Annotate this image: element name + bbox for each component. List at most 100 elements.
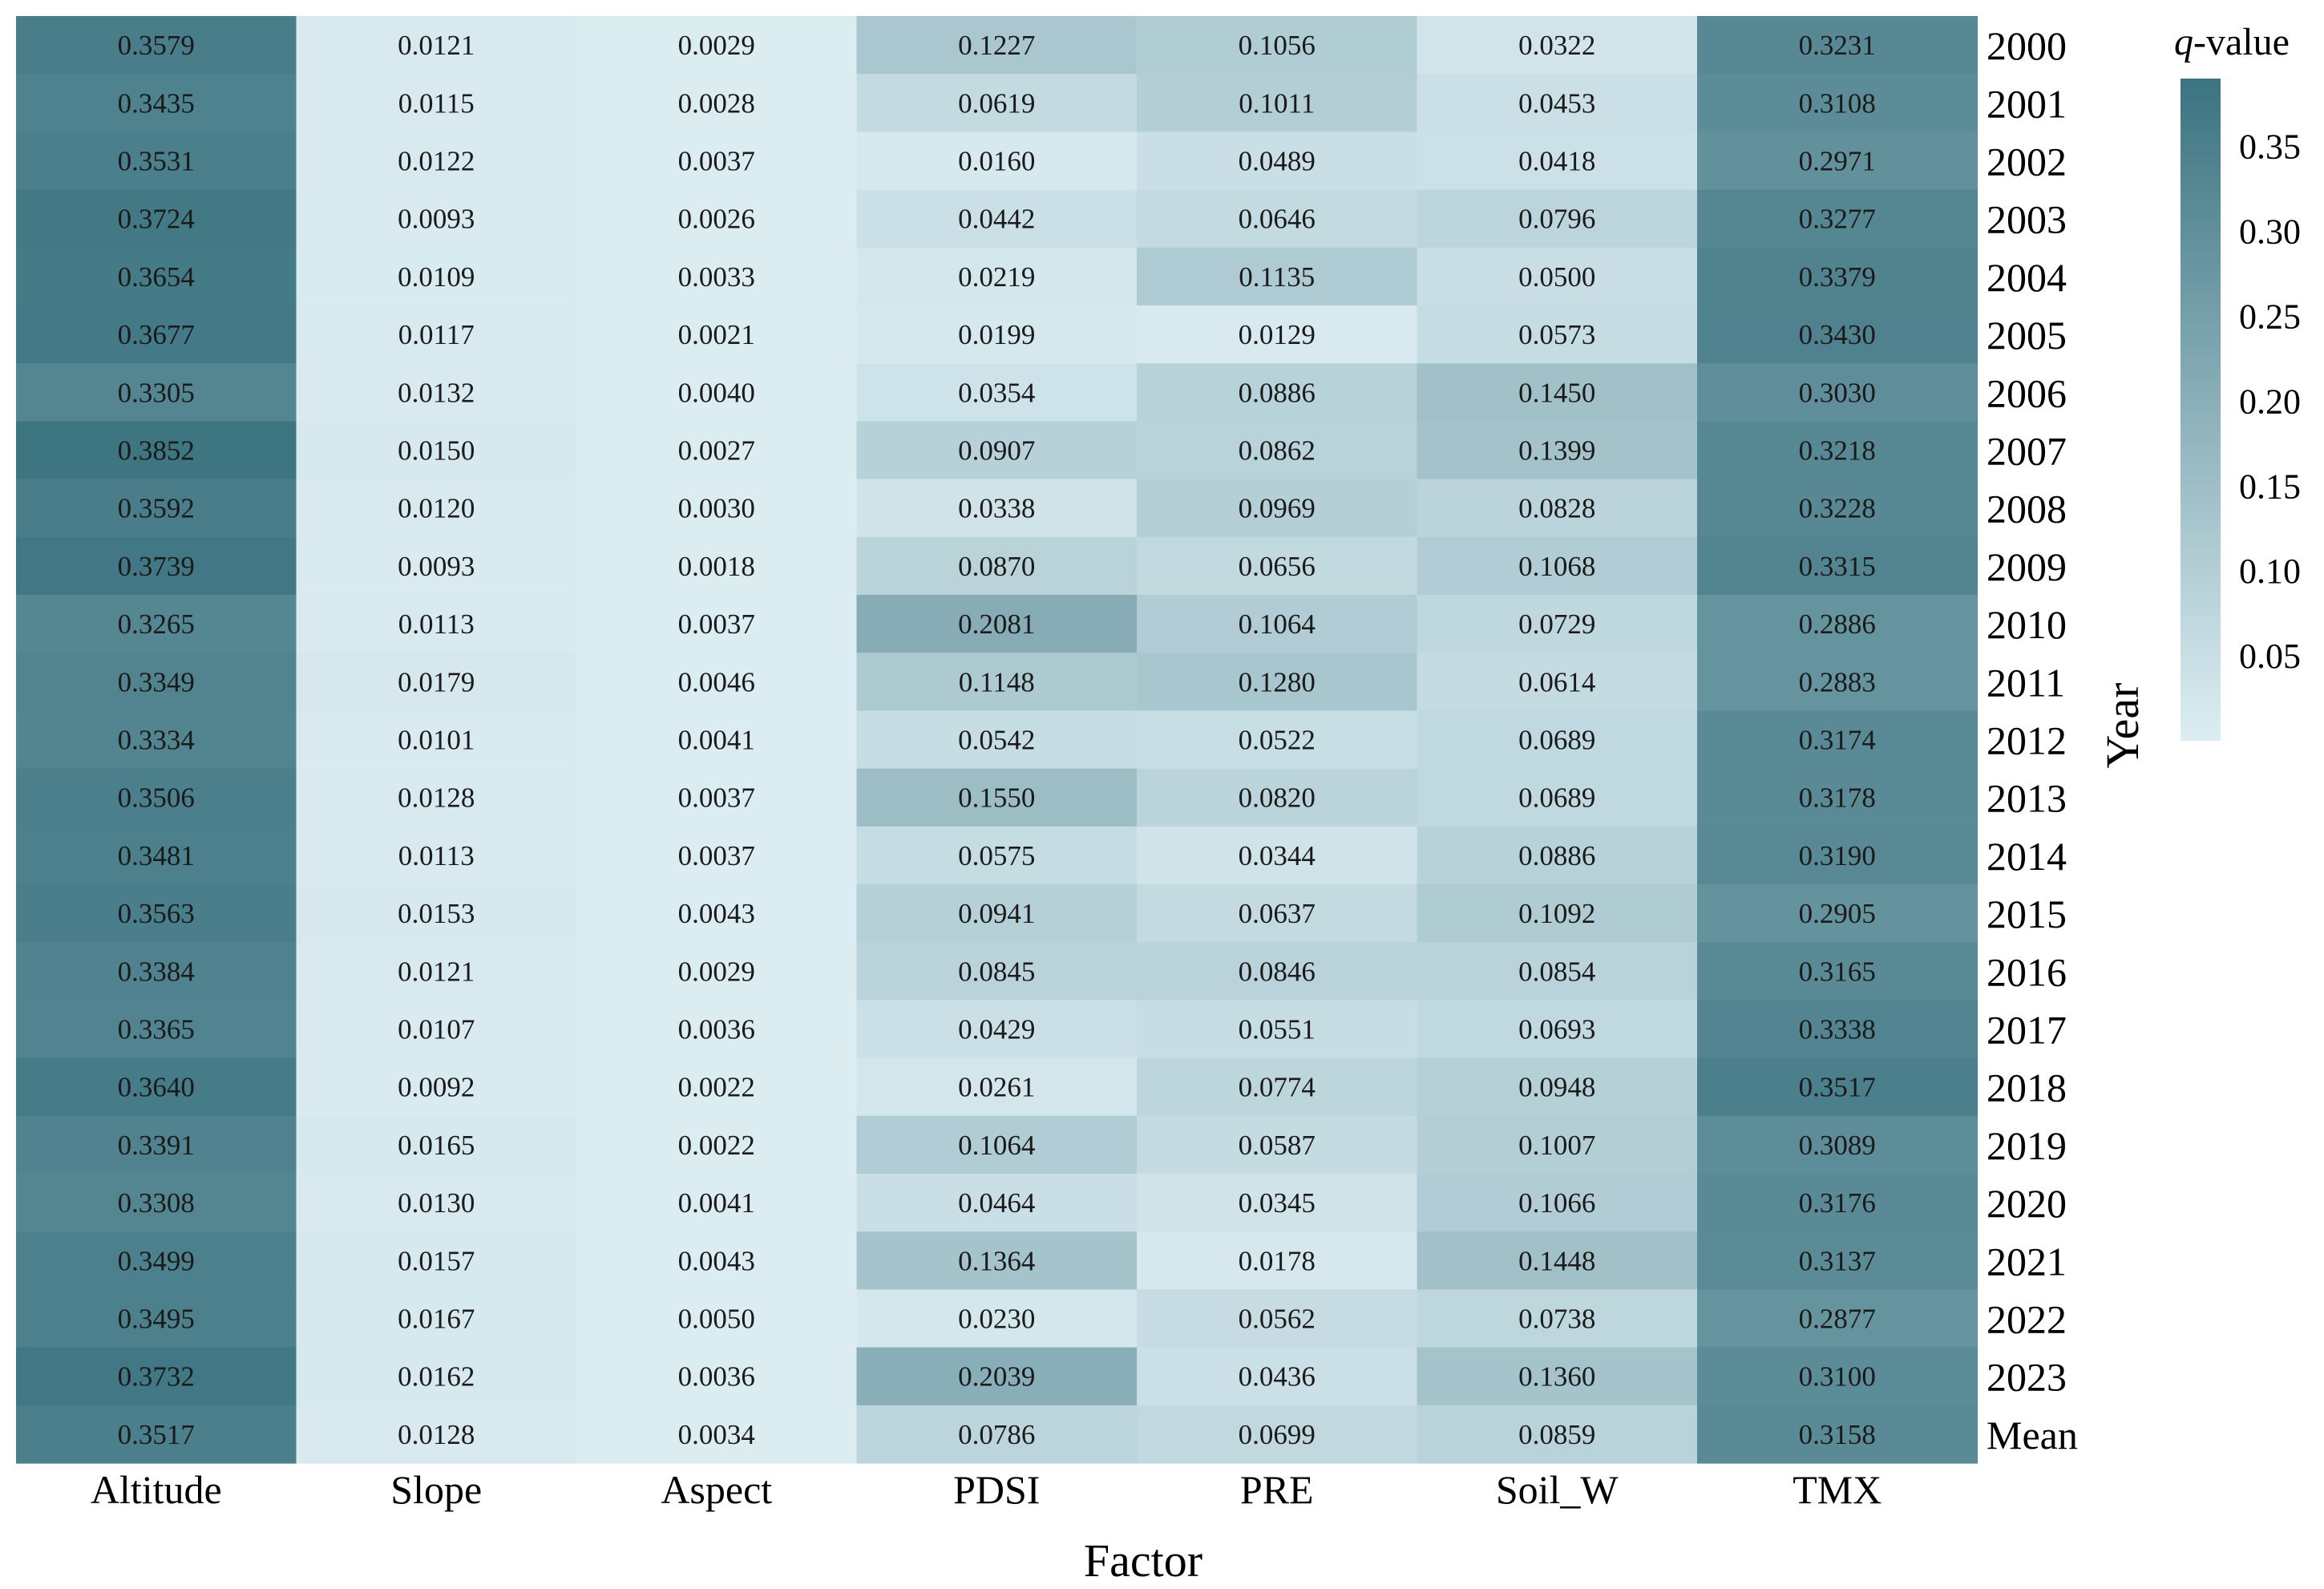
cell-value-label: 0.3100 [1799,1361,1876,1393]
cell-value-label: 0.0854 [1518,956,1595,987]
heatmap-cell [1417,1347,1698,1406]
heatmap-cell [576,653,858,711]
cell-value-label: 0.0230 [958,1304,1035,1335]
year-label: 2003 [1987,197,2067,242]
cell-value-label: 0.3265 [118,609,195,640]
cell-value-label: 0.3190 [1799,840,1876,871]
cell-value-label: 0.0656 [1239,551,1316,582]
cell-value-label: 0.3174 [1799,725,1876,756]
cell-value-label: 0.0738 [1518,1304,1595,1335]
heatmap-cell [296,189,577,249]
year-label: Mean [1987,1413,2078,1458]
heatmap-cell [1417,247,1698,306]
cell-value-label: 0.3305 [118,377,195,408]
heatmap-cell [1697,826,1978,885]
heatmap-cell [16,942,297,1001]
heatmap-cell [1417,1174,1698,1232]
cell-value-label: 0.0029 [678,30,755,61]
heatmap-cell [1697,74,1978,132]
year-label: 2016 [1987,949,2067,994]
heatmap-cell [1417,1115,1698,1175]
heatmap-cell [856,1174,1138,1232]
heatmap-cell [576,884,858,943]
heatmap-cell [856,305,1138,364]
factor-label: Slope [390,1467,482,1512]
heatmap-cell [576,131,858,191]
heatmap-cell [576,1000,858,1059]
heatmap-cell [296,421,577,480]
cell-value-label: 0.0637 [1239,898,1316,929]
heatmap-cell [1697,1231,1978,1290]
colorbar-tick-label: 0.20 [2239,382,2301,421]
heatmap-cell [16,1347,297,1406]
cell-value-label: 0.1227 [958,30,1035,61]
heatmap-cell [16,768,297,827]
heatmap-cell [1137,942,1418,1001]
cell-value-label: 0.2971 [1799,146,1876,177]
heatmap-cell [856,363,1138,422]
heatmap-cell [1417,536,1698,596]
heatmap-cell [856,826,1138,885]
cell-value-label: 0.2877 [1799,1304,1876,1335]
cell-value-label: 0.0689 [1518,782,1595,814]
heatmap-cell [576,595,858,653]
cell-value-label: 0.0117 [398,319,475,350]
heatmap-cell [296,884,577,943]
heatmap-cell [1137,1231,1418,1290]
year-labels: 2000 2001 2002 2003 2004 2005 2006 2007 2008 2009… [1987,23,2078,1458]
heatmap-cell [576,247,858,306]
heatmap-cell [1417,595,1698,653]
heatmap-cell [856,942,1138,1001]
cell-value-label: 0.2883 [1799,666,1876,697]
cell-value-label: 0.0453 [1518,87,1595,119]
heatmap-cell [296,768,577,827]
colorbar-title-q: q [2174,21,2193,63]
cell-value-label: 0.0786 [958,1419,1035,1450]
cell-value-label: 0.2081 [958,609,1035,640]
cell-value-label: 0.1007 [1518,1130,1595,1161]
cell-value-label: 0.0886 [1518,840,1595,871]
heatmap-cell [1137,363,1418,422]
cell-value-label: 0.0120 [398,493,475,524]
heatmap-cell [1137,1405,1418,1464]
cell-value-label: 0.0018 [678,551,755,582]
cell-value-label: 0.0113 [398,840,475,871]
heatmap-cell [856,421,1138,480]
cell-value-label: 0.0113 [398,609,475,640]
heatmap-cell [1697,1289,1978,1348]
cell-value-label: 0.3365 [118,1014,195,1045]
cell-value-label: 0.1064 [958,1130,1035,1161]
heatmap-cell [16,536,297,596]
cell-value-label: 0.0093 [398,551,475,582]
cell-value-label: 0.3563 [118,898,195,929]
heatmap-cell [16,595,297,653]
heatmap-cell [16,1405,297,1464]
cell-value-label: 0.0043 [678,1245,755,1276]
cell-value-label: 0.0036 [678,1361,755,1393]
heatmap-cell [856,189,1138,249]
cell-value-label: 0.0828 [1518,493,1595,524]
cell-value-label: 0.0796 [1518,204,1595,235]
cell-value-label: 0.3732 [118,1361,195,1393]
heatmap-cell [576,363,858,422]
heatmap-cell [16,1289,297,1348]
cell-value-label: 0.0464 [958,1187,1035,1219]
cell-value-label: 0.0167 [398,1304,475,1335]
cell-value-label: 0.1450 [1518,377,1595,408]
year-label: 2017 [1987,1008,2067,1053]
cell-value-label: 0.3592 [118,493,195,524]
cell-value-label: 0.0562 [1239,1304,1316,1335]
colorbar: q-value 0.05 0.10 0.15 0.20 0.25 0.30 0.35 [2174,21,2301,741]
cell-value-label: 0.0699 [1239,1419,1316,1450]
cell-value-label: 0.3277 [1799,204,1876,235]
heatmap-cell [856,1115,1138,1175]
heatmap-cell [296,826,577,885]
cell-value-label: 0.0729 [1518,609,1595,640]
x-axis-title: Factor [1084,1534,1202,1587]
cell-value-label: 0.0969 [1239,493,1316,524]
heatmap-cells: 0.3579 0.0121 0.0029 0.1227 0.1056 0.0322 0.32… [16,16,1978,1464]
cell-value-label: 0.0500 [1518,261,1595,293]
heatmap-cell [16,884,297,943]
heatmap-cell [1417,189,1698,249]
cell-value-label: 0.3391 [118,1130,195,1161]
